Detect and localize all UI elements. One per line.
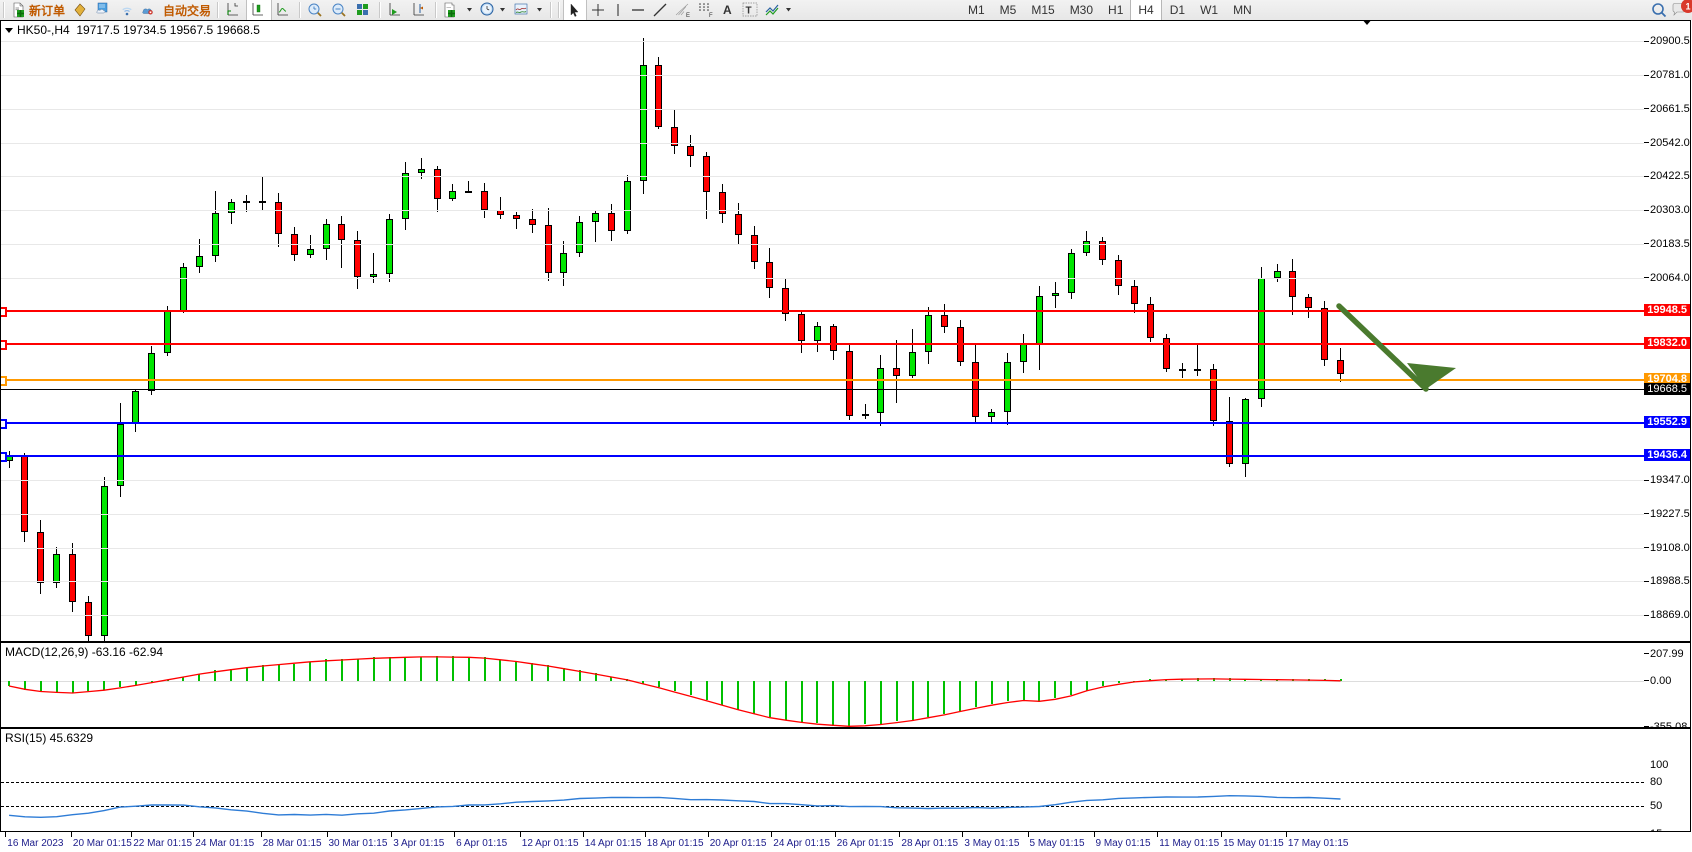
svg-text:E: E — [686, 13, 690, 18]
svg-text:1: 1 — [1685, 2, 1690, 12]
svg-text:T: T — [746, 6, 752, 17]
svg-text:F: F — [709, 13, 713, 18]
svg-text:A: A — [723, 3, 732, 17]
